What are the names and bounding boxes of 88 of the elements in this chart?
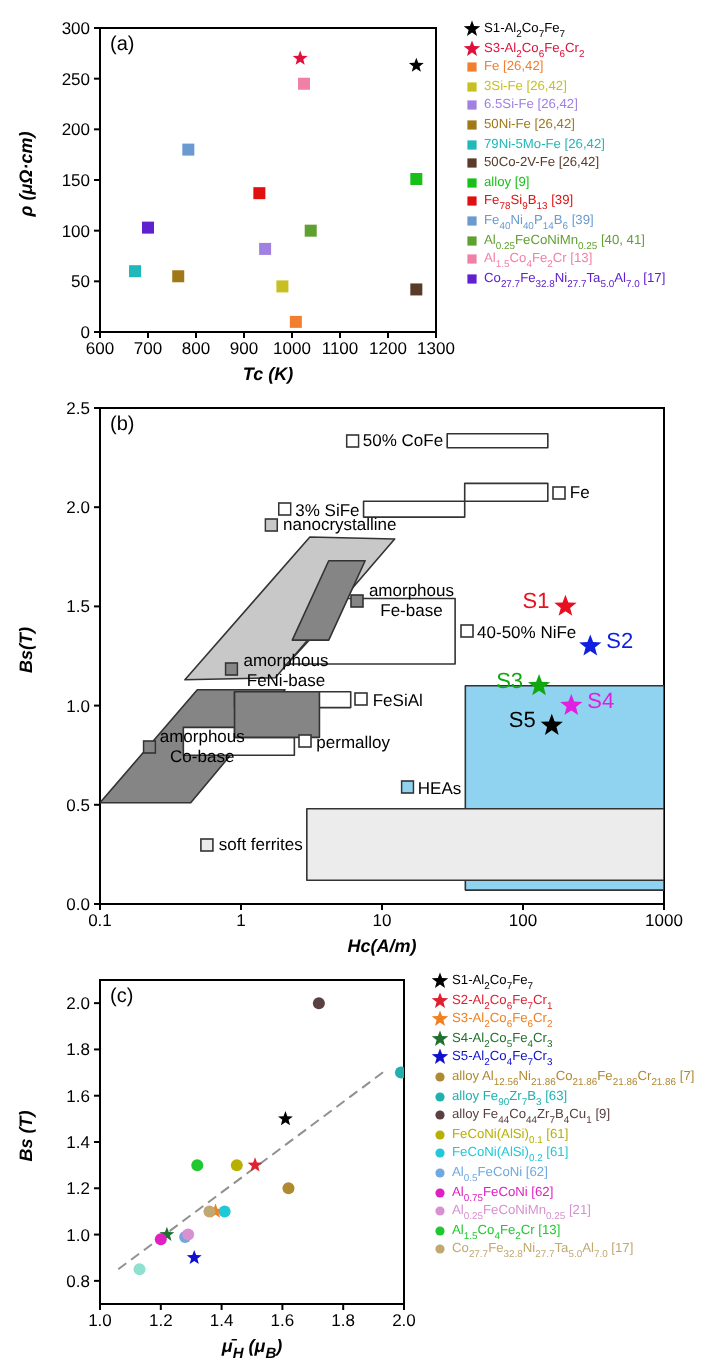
y-axis-title: Bs (T) — [16, 1110, 36, 1162]
x-tick-label: 800 — [181, 338, 211, 359]
legend-label: soft ferrites — [218, 834, 303, 855]
y-tick-label: 50 — [71, 271, 91, 292]
y-tick-label: 0.5 — [66, 794, 91, 815]
point — [247, 1157, 263, 1172]
x-tick-label: 1000 — [645, 910, 684, 931]
x-tick-label: 1300 — [417, 338, 456, 359]
x-tick-label: 900 — [229, 338, 259, 359]
y-tick-label: 0 — [80, 322, 91, 343]
series-label: S5 — [508, 709, 536, 734]
y-tick-label: 250 — [61, 68, 91, 89]
point — [312, 997, 325, 1010]
point — [203, 1205, 216, 1218]
point — [304, 224, 317, 237]
point — [298, 77, 310, 90]
point — [278, 1111, 293, 1126]
point — [133, 1263, 146, 1276]
y-tick-label: 1.4 — [66, 1132, 91, 1153]
legend-label: permalloy — [316, 731, 391, 752]
point — [142, 221, 154, 234]
point — [259, 242, 272, 255]
point — [410, 283, 423, 296]
legend-label: FeSiAl — [372, 689, 423, 710]
point — [182, 143, 195, 156]
legend-label: nanocrystalline — [283, 514, 397, 535]
legend-label: 50% CoFe — [362, 430, 444, 451]
y-tick-label: 300 — [61, 18, 91, 39]
x-tick-label: 1100 — [321, 338, 359, 359]
chart-title: (b) — [110, 414, 135, 436]
point — [154, 1233, 167, 1246]
point — [230, 1159, 243, 1172]
point — [186, 1249, 202, 1265]
x-tick-label: 10 — [372, 910, 392, 931]
point — [410, 172, 423, 185]
chart-title: (c) — [110, 986, 134, 1008]
y-tick-label: 1.5 — [66, 596, 91, 617]
x-axis-title: Hc(A/m) — [345, 936, 419, 956]
x-tick-label: 700 — [133, 338, 163, 359]
point — [282, 1182, 295, 1195]
y-tick-label: 2.5 — [66, 398, 91, 419]
y-tick-label: 100 — [61, 220, 91, 241]
x-tick-label: 1000 — [273, 338, 312, 359]
x-tick-label: 1.8 — [331, 1310, 356, 1331]
point — [292, 50, 308, 65]
y-tick-label: 2.0 — [66, 993, 91, 1014]
legend-label: Fe — [569, 482, 590, 503]
y-tick-label: 1.2 — [66, 1178, 91, 1199]
y-tick-label: 1.6 — [66, 1085, 91, 1106]
y-tick-label: 0.0 — [66, 894, 91, 915]
y-tick-label: 0.8 — [66, 1270, 91, 1291]
point — [191, 1159, 204, 1172]
point — [408, 57, 424, 72]
legend-label: HEAs — [417, 777, 462, 798]
x-axis-title: μ̄$_{H}$ (μ$_{B}$) — [219, 1336, 285, 1362]
point — [394, 1066, 404, 1079]
x-tick-label: 1.6 — [270, 1310, 295, 1331]
legend-label: amorphous Fe-base — [368, 580, 454, 621]
x-tick-label: 600 — [85, 338, 115, 359]
y-tick-label: 1.0 — [66, 1224, 91, 1245]
x-axis-title: Tc (K) — [240, 364, 296, 384]
x-tick-label: 1.0 — [88, 1310, 113, 1331]
point — [218, 1205, 231, 1218]
x-tick-label: 0.1 — [88, 910, 113, 931]
series-label: S4 — [587, 689, 615, 714]
x-tick-label: 2.0 — [392, 1310, 417, 1331]
y-axis-title: ρ (μΩ·cm) — [16, 131, 36, 217]
point — [172, 270, 185, 283]
y-tick-label: 200 — [61, 119, 91, 140]
series-label: S2 — [606, 630, 634, 655]
y-tick-label: 1.0 — [66, 695, 91, 716]
x-tick-label: 1200 — [369, 338, 408, 359]
y-tick-label: 150 — [61, 170, 91, 191]
point — [276, 280, 289, 293]
legend-label: 3% SiFe — [295, 499, 360, 520]
x-tick-label: 100 — [508, 910, 538, 931]
x-tick-label: 1 — [236, 910, 247, 931]
y-axis-title: Bs(T) — [16, 627, 36, 673]
point — [253, 187, 266, 200]
chart-title: (a) — [110, 34, 135, 56]
y-tick-label: 2.0 — [66, 497, 91, 518]
point — [129, 265, 142, 278]
x-tick-label: 1.2 — [148, 1310, 174, 1331]
legend-label: 40-50% NiFe — [477, 621, 577, 642]
x-tick-label: 1.4 — [209, 1310, 234, 1331]
point — [289, 315, 302, 328]
series-label: S1 — [522, 590, 550, 615]
y-tick-label: 1.8 — [66, 1039, 91, 1060]
